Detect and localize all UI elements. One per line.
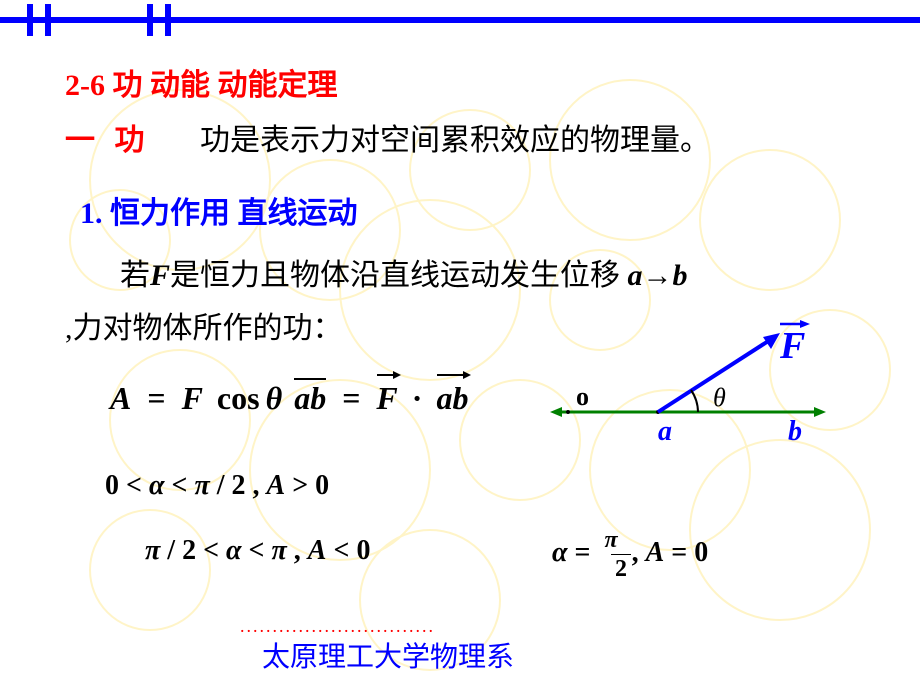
eq-ab-bar: ab <box>294 378 326 414</box>
frac-den: 2 <box>611 554 630 581</box>
svg-text:θ: θ <box>713 383 726 412</box>
body-text: 是恒力且物体沿直线运动发生位移 <box>170 259 628 292</box>
eq-equals-2: = <box>342 380 360 416</box>
condition-1: 0 < α < π / 2 , A > 0 <box>105 470 329 502</box>
svg-text:o: o <box>576 382 589 411</box>
eq-cos: cos <box>217 380 260 416</box>
eq-dot: · <box>412 380 423 416</box>
section-number: 一 <box>65 124 95 157</box>
subsection-heading: 1. 恒力作用 直线运动 <box>80 188 358 232</box>
body-text: 若 <box>120 259 150 292</box>
var-F: F <box>150 259 170 292</box>
slide-title: 2-6 功 动能 动能定理 <box>65 60 338 104</box>
eq-equals: = <box>147 380 165 416</box>
var-ab: a→b <box>628 259 688 292</box>
footer-text: 太原理工大学物理系 <box>262 635 514 675</box>
footer-dots: .............................. <box>240 616 435 637</box>
eq-theta: θ <box>266 380 283 416</box>
eq-F-vector: F <box>376 380 397 417</box>
svg-text:F: F <box>779 325 805 367</box>
section-label: 功 <box>115 124 145 157</box>
condition-2: π / 2 < α < π , A < 0 <box>145 535 370 567</box>
svg-text:a: a <box>658 416 672 447</box>
condition-3: α = π 2 , A = 0 <box>552 528 708 581</box>
eq-ab-vector: ab <box>436 380 468 417</box>
eq-A: A <box>110 380 131 416</box>
body-line-1: 若F是恒力且物体沿直线运动发生位移 a→b <box>120 250 688 294</box>
force-diagram: o θ a b F <box>548 320 828 450</box>
main-equation: A = F cosθ ab = F · ab <box>110 378 468 417</box>
body-line-2: ,力对物体所作的功： <box>65 303 343 347</box>
frac-num: π <box>601 528 620 554</box>
section-definition: 功是表示力对空间累积效应的物理量。 <box>200 124 710 157</box>
section-heading: 一 功 功是表示力对空间累积效应的物理量。 <box>65 115 710 159</box>
svg-text:b: b <box>788 416 802 447</box>
eq-F: F <box>182 380 203 416</box>
top-border-pattern <box>0 0 920 40</box>
